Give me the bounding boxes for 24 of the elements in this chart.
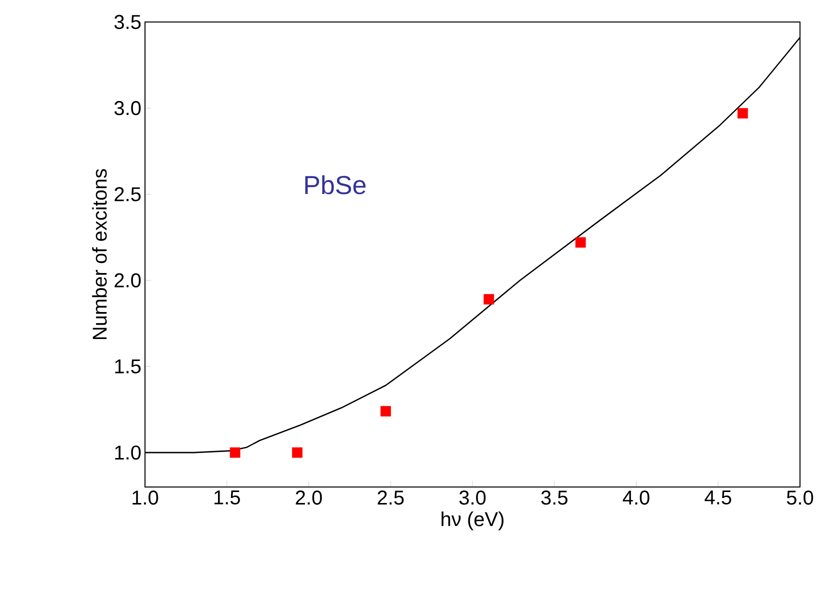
y-tick-label: 1.0 [115,445,141,460]
x-tick-label: 4.5 [704,490,732,504]
annotation: PbSe [305,175,366,194]
point [737,108,748,118]
point [292,447,302,458]
x-axis-title: hν (eV) [442,512,504,530]
x-tick-label: 1.0 [132,490,158,505]
x-tick-label: 3.0 [459,490,486,505]
y-axis-title: Number of excitons [92,169,107,339]
point [230,447,240,458]
x-tick-label: 1.5 [214,490,240,504]
x-tick-label: 3.5 [541,490,568,505]
y-tick-label: 2.5 [114,187,141,202]
y-tick-label: 3.5 [114,14,141,30]
y-tick-label: 3.0 [114,101,141,116]
point [380,406,391,416]
x-tick-label: 5.0 [786,490,814,505]
point [484,294,494,304]
y-tick-label: 1.5 [115,359,141,374]
y-tick-label: 2.0 [114,273,141,288]
x-tick-label: 2.5 [378,490,404,505]
point [575,237,586,248]
x-tick-label: 2.0 [296,490,322,505]
x-tick-label: 4.0 [622,490,650,505]
